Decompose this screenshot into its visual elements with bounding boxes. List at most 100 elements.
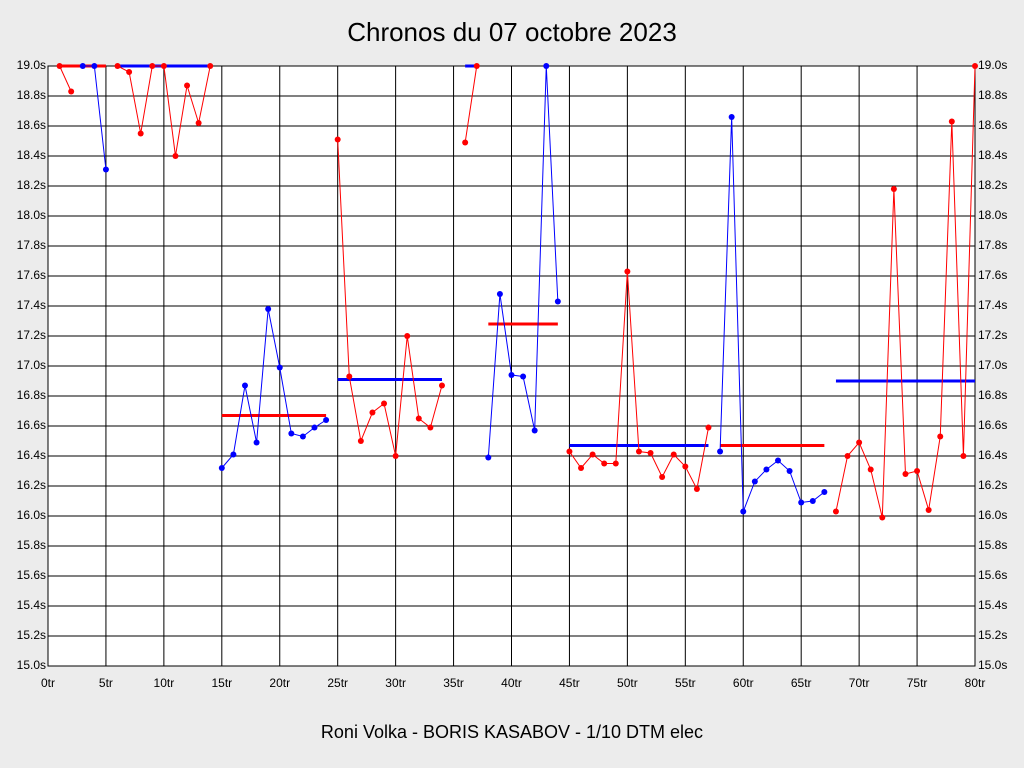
- y-tick-label: 18.0s: [17, 208, 46, 222]
- y2-tick-label: 15.0s: [978, 658, 1007, 672]
- lap-point: [346, 373, 353, 380]
- y2-tick-label: 16.8s: [978, 388, 1007, 402]
- y2-tick-label: 18.6s: [978, 118, 1007, 132]
- lap-point: [311, 424, 318, 431]
- y2-tick-label: 17.0s: [978, 358, 1007, 372]
- lap-point: [763, 466, 770, 473]
- lap-point: [114, 63, 121, 69]
- lap-point: [890, 186, 897, 192]
- lap-point: [879, 514, 886, 521]
- y-tick-label: 17.6s: [17, 268, 46, 282]
- y2-tick-label: 15.6s: [978, 568, 1007, 582]
- y-tick-label: 18.6s: [17, 118, 46, 132]
- y2-tick-label: 18.4s: [978, 148, 1007, 162]
- x-tick-label: 30tr: [385, 676, 406, 690]
- y-tick-label: 16.4s: [17, 448, 46, 462]
- lap-point: [960, 453, 967, 459]
- lap-point: [647, 450, 654, 456]
- lap-point: [404, 333, 411, 339]
- lap-point: [137, 130, 144, 137]
- lap-point: [381, 400, 388, 407]
- lap-point: [740, 508, 747, 515]
- lap-point: [253, 439, 260, 446]
- lap-point: [948, 118, 955, 125]
- y2-tick-label: 16.4s: [978, 448, 1007, 462]
- y-tick-label: 15.2s: [17, 628, 46, 642]
- lap-point: [531, 427, 538, 434]
- lap-point: [184, 82, 191, 89]
- lap-point: [624, 268, 631, 275]
- lap-point: [195, 120, 202, 126]
- y-tick-label: 15.0s: [17, 658, 46, 672]
- y-tick-label: 15.6s: [17, 568, 46, 582]
- lap-point: [566, 448, 573, 455]
- lap-point: [288, 430, 295, 437]
- lap-point: [578, 465, 585, 471]
- lap-point: [473, 63, 480, 69]
- lap-point: [798, 499, 805, 506]
- y2-tick-label: 15.4s: [978, 598, 1007, 612]
- lap-point: [392, 453, 399, 459]
- y2-tick-label: 17.2s: [978, 328, 1007, 342]
- lap-point: [867, 466, 874, 473]
- lap-point: [438, 382, 445, 389]
- y-tick-label: 18.8s: [17, 88, 46, 102]
- y-tick-label: 17.0s: [17, 358, 46, 372]
- y2-tick-label: 15.2s: [978, 628, 1007, 642]
- x-tick-label: 55tr: [675, 676, 696, 690]
- lap-point: [102, 166, 109, 173]
- lap-point: [925, 507, 932, 513]
- lap-point: [786, 468, 793, 474]
- plot-border: [47, 65, 976, 667]
- lap-point: [728, 114, 735, 120]
- lap-point: [659, 474, 666, 480]
- y2-tick-label: 18.2s: [978, 178, 1007, 192]
- y-tick-label: 19.0s: [17, 58, 46, 72]
- x-tick-label: 5tr: [99, 676, 113, 690]
- lap-point: [149, 63, 156, 69]
- lap-point: [427, 424, 434, 431]
- chart-title: Chronos du 07 octobre 2023: [347, 17, 677, 47]
- y-tick-label: 16.8s: [17, 388, 46, 402]
- lap-point: [832, 508, 839, 515]
- x-tick-label: 50tr: [617, 676, 638, 690]
- lap-point: [68, 88, 75, 95]
- lap-point: [357, 438, 364, 444]
- y-tick-label: 15.8s: [17, 538, 46, 552]
- lap-point: [218, 465, 225, 471]
- y-tick-label: 17.4s: [17, 298, 46, 312]
- lap-point: [230, 451, 237, 458]
- x-tick-label: 15tr: [211, 676, 232, 690]
- y-tick-label: 18.2s: [17, 178, 46, 192]
- lap-point: [241, 382, 248, 389]
- lap-point: [369, 409, 376, 416]
- lap-point: [160, 63, 167, 69]
- lap-point: [589, 451, 596, 458]
- lap-point: [670, 451, 677, 458]
- lap-point: [508, 372, 515, 378]
- y2-tick-label: 17.8s: [978, 238, 1007, 252]
- y2-tick-label: 18.0s: [978, 208, 1007, 222]
- x-tick-label: 60tr: [733, 676, 754, 690]
- y2-tick-label: 18.8s: [978, 88, 1007, 102]
- y2-tick-label: 19.0s: [978, 58, 1007, 72]
- y2-tick-label: 16.0s: [978, 508, 1007, 522]
- lap-point: [682, 463, 689, 470]
- y-tick-label: 16.2s: [17, 478, 46, 492]
- lap-point: [612, 460, 619, 467]
- lap-point: [902, 471, 909, 477]
- lap-point: [751, 478, 758, 485]
- x-tick-label: 25tr: [327, 676, 348, 690]
- x-tick-label: 0tr: [41, 676, 55, 690]
- y2-tick-label: 16.6s: [978, 418, 1007, 432]
- lap-point: [462, 139, 469, 146]
- lap-point: [914, 468, 921, 474]
- lap-point: [821, 489, 828, 495]
- x-tick-label: 20tr: [269, 676, 290, 690]
- y-tick-label: 16.0s: [17, 508, 46, 522]
- x-tick-label: 75tr: [907, 676, 928, 690]
- x-tick-label: 65tr: [791, 676, 812, 690]
- lap-point: [496, 291, 503, 297]
